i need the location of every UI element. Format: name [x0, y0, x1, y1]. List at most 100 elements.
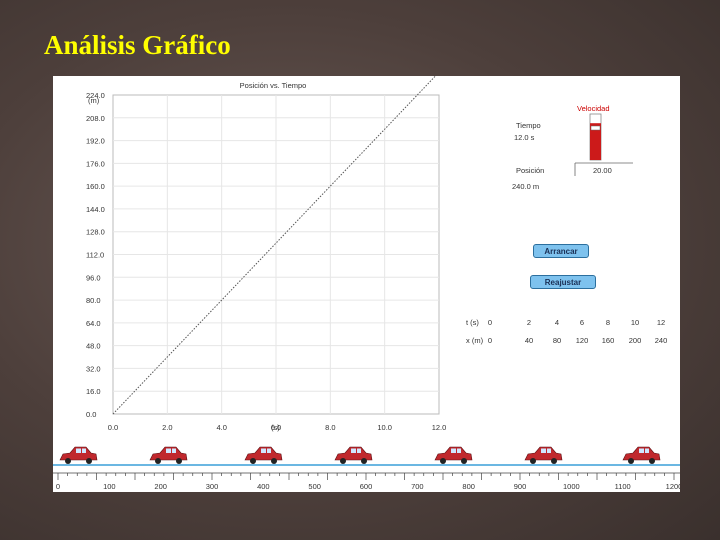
car-window — [645, 448, 649, 453]
car-wheel — [649, 458, 655, 464]
table-t-cell: 8 — [606, 318, 610, 327]
car-body — [244, 446, 283, 461]
y-tick-label: 176.0 — [86, 159, 105, 168]
car-window — [541, 448, 546, 453]
ruler-label: 1100 — [615, 482, 631, 491]
y-axis-unit: (m) — [88, 96, 100, 105]
velocity-gauge-marker — [590, 125, 601, 131]
car-body — [59, 446, 98, 461]
y-tick-label: 192.0 — [86, 137, 105, 146]
position-label: Posición — [516, 166, 545, 175]
car-wheel — [155, 458, 161, 464]
time-value: 12.0 s — [514, 133, 535, 142]
table-t-header: t (s) — [466, 318, 479, 327]
car-wheel — [250, 458, 256, 464]
velocity-label: Velocidad — [577, 104, 610, 113]
slide-title: Análisis Gráfico — [44, 30, 231, 60]
car-window — [457, 448, 461, 453]
car-wheel — [530, 458, 536, 464]
x-tick-label: 2.0 — [162, 423, 172, 432]
y-tick-label: 224.0 — [86, 91, 105, 100]
velocity-gauge — [574, 113, 633, 176]
position-series-line — [112, 76, 437, 415]
car-track: 0 100 200 300 400 500 600 700 800 900 1000 1100 1200 — [53, 446, 680, 491]
y-tick-label: 144.0 — [86, 205, 105, 214]
y-tick-label: 32.0 — [86, 364, 101, 373]
car-icon — [334, 446, 373, 464]
car-wheel — [628, 458, 634, 464]
reset-button[interactable]: Reajustar — [530, 275, 596, 289]
ruler-label: 1200 — [666, 482, 680, 491]
graph-title: Posición vs. Tiempo — [240, 81, 307, 90]
ruler-label: 500 — [308, 482, 321, 491]
car-wheel — [440, 458, 446, 464]
car-icon — [524, 446, 563, 464]
car-wheel — [65, 458, 71, 464]
car-wheel — [340, 458, 346, 464]
position-time-graph: 224.0 208.0 192.0 176.0 160.0 144.0 128.0 112.0… — [86, 76, 446, 432]
car-wheel — [176, 458, 182, 464]
car-icon — [622, 446, 661, 464]
table-x-cell: 40 — [525, 336, 533, 345]
ruler-label: 800 — [462, 482, 475, 491]
start-button[interactable]: Arrancar — [533, 244, 589, 258]
y-tick-label: 0.0 — [86, 410, 96, 419]
x-axis-unit: (s) — [271, 423, 280, 432]
car-body — [434, 446, 473, 461]
car-body — [334, 446, 373, 461]
car-window — [267, 448, 271, 453]
y-tick-label: 16.0 — [86, 387, 101, 396]
velocity-value: 20.00 — [593, 166, 612, 175]
table-x-cell: 240 — [655, 336, 668, 345]
table-x-cell: 80 — [553, 336, 561, 345]
car-window — [351, 448, 356, 453]
table-x-header: x (m) — [466, 336, 484, 345]
table-t-cell: 0 — [488, 318, 492, 327]
x-tick-label: 0.0 — [108, 423, 118, 432]
y-tick-label: 48.0 — [86, 342, 101, 351]
y-tick-label: 208.0 — [86, 114, 105, 123]
y-tick-label: 128.0 — [86, 228, 105, 237]
car-wheel — [361, 458, 367, 464]
ruler-label: 400 — [257, 482, 270, 491]
car-wheel — [271, 458, 277, 464]
table-t-cell: 6 — [580, 318, 584, 327]
ruler-label: 700 — [411, 482, 424, 491]
ruler-label: 900 — [514, 482, 527, 491]
data-table: t (s)x (m)0 2 4 6 8 10 120 40 80 120 160 200 240 — [466, 318, 667, 345]
ruler-label: 200 — [154, 482, 167, 491]
car-icon — [149, 446, 188, 464]
car-icon — [59, 446, 98, 464]
position-value: 240.0 m — [512, 182, 540, 191]
x-tick-label: 4.0 — [216, 423, 226, 432]
velocity-gauge-fill — [590, 123, 601, 160]
car-wheel — [86, 458, 92, 464]
x-tick-label: 10.0 — [377, 423, 392, 432]
y-tick-label: 112.0 — [86, 251, 104, 260]
table-t-cell: 12 — [657, 318, 665, 327]
y-tick-label: 96.0 — [86, 273, 101, 282]
car-window — [261, 448, 266, 453]
time-label: Tiempo — [516, 121, 541, 130]
applet-canvas: 224.0208.0192.0176.0160.0144.0128.0112.0… — [53, 76, 680, 491]
ruler-label: 1000 — [563, 482, 580, 491]
ruler-label: 100 — [103, 482, 116, 491]
table-x-cell: 0 — [488, 336, 492, 345]
car-icon — [434, 446, 473, 464]
car-window — [357, 448, 361, 453]
x-tick-label: 12.0 — [432, 423, 447, 432]
ruler-label: 300 — [206, 482, 219, 491]
car-window — [172, 448, 176, 453]
car-window — [76, 448, 81, 453]
table-x-cell: 200 — [629, 336, 642, 345]
car-wheel — [551, 458, 557, 464]
y-tick-label: 80.0 — [86, 296, 101, 305]
car-body — [524, 446, 563, 461]
ruler-label: 0 — [56, 482, 60, 491]
table-t-cell: 10 — [631, 318, 639, 327]
car-body — [622, 446, 661, 461]
car-window — [82, 448, 86, 453]
x-tick-label: 8.0 — [325, 423, 335, 432]
car-window — [451, 448, 456, 453]
car-window — [639, 448, 644, 453]
